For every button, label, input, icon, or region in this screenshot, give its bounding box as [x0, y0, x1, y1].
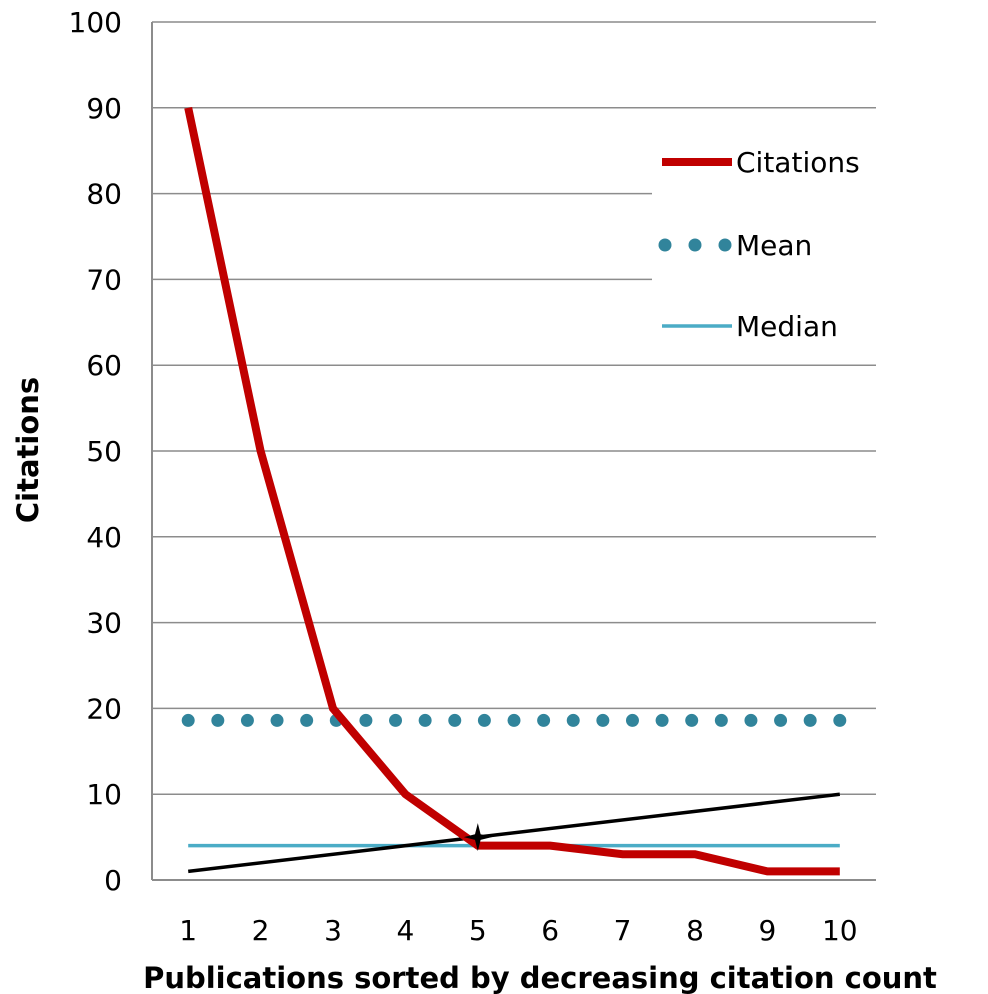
mean-dot: [625, 713, 639, 727]
x-tick-label-3: 3: [324, 914, 342, 947]
mean-dot: [389, 713, 403, 727]
legend-label-mean: Mean: [736, 229, 812, 262]
mean-dot: [714, 713, 728, 727]
mean-dot: [803, 713, 817, 727]
axes: [151, 22, 876, 881]
series-lines: [181, 106, 847, 876]
x-axis-title: Publications sorted by decreasing citati…: [143, 961, 937, 994]
legend-label-citations: Citations: [736, 146, 860, 179]
x-tick-label-6: 6: [541, 914, 559, 947]
x-tick-label-10: 10: [822, 914, 858, 947]
mean-dot: [240, 713, 254, 727]
x-tick-label-2: 2: [252, 914, 270, 947]
intersection-star-marker: [463, 823, 492, 852]
x-tick-label-9: 9: [758, 914, 776, 947]
y-tick-label-90: 90: [86, 92, 122, 125]
mean-dot: [566, 713, 580, 727]
mean-dot: [477, 713, 491, 727]
legend-swatch-mean: [658, 238, 672, 252]
x-tick-label-1: 1: [179, 914, 197, 947]
series-mean: [181, 713, 847, 727]
mean-dot: [685, 713, 699, 727]
y-tick-label-40: 40: [86, 521, 122, 554]
mean-dot: [744, 713, 758, 727]
legend: Citations Mean Median: [658, 146, 860, 343]
y-tick-label-80: 80: [86, 178, 122, 211]
y-tick-label-100: 100: [69, 6, 122, 39]
mean-dot: [359, 713, 373, 727]
y-tick-label-50: 50: [86, 435, 122, 468]
y-tick-labels: 0 10 20 30 40 50 60 70 80 90 100: [69, 6, 122, 897]
legend-swatch-mean: [718, 238, 732, 252]
legend-label-median: Median: [736, 310, 838, 343]
mean-dot: [418, 713, 432, 727]
x-tick-label-8: 8: [686, 914, 704, 947]
mean-dot: [270, 713, 284, 727]
mean-dot: [507, 713, 521, 727]
legend-swatch-mean: [688, 238, 702, 252]
mean-dot: [774, 713, 788, 727]
y-tick-label-20: 20: [86, 692, 122, 725]
y-tick-label-60: 60: [86, 349, 122, 382]
mean-dot: [596, 713, 610, 727]
mean-dot: [300, 713, 314, 727]
y-tick-label-0: 0: [104, 864, 122, 897]
y-tick-label-70: 70: [86, 263, 122, 296]
y-tick-label-10: 10: [86, 778, 122, 811]
mean-dot: [655, 713, 669, 727]
mean-dot: [181, 713, 195, 727]
mean-dot: [833, 713, 847, 727]
x-tick-label-7: 7: [614, 914, 632, 947]
series-citations: [184, 106, 840, 876]
y-tick-label-30: 30: [86, 607, 122, 640]
mean-dot: [211, 713, 225, 727]
mean-dot: [448, 713, 462, 727]
gridlines: [152, 21, 876, 795]
y-axis-title: Citations: [11, 377, 45, 523]
x-tick-label-5: 5: [469, 914, 487, 947]
reference-line: [187, 792, 841, 874]
mean-dot: [537, 713, 551, 727]
x-tick-label-4: 4: [396, 914, 414, 947]
x-tick-labels: 1 2 3 4 5 6 7 8 9 10: [179, 914, 857, 947]
